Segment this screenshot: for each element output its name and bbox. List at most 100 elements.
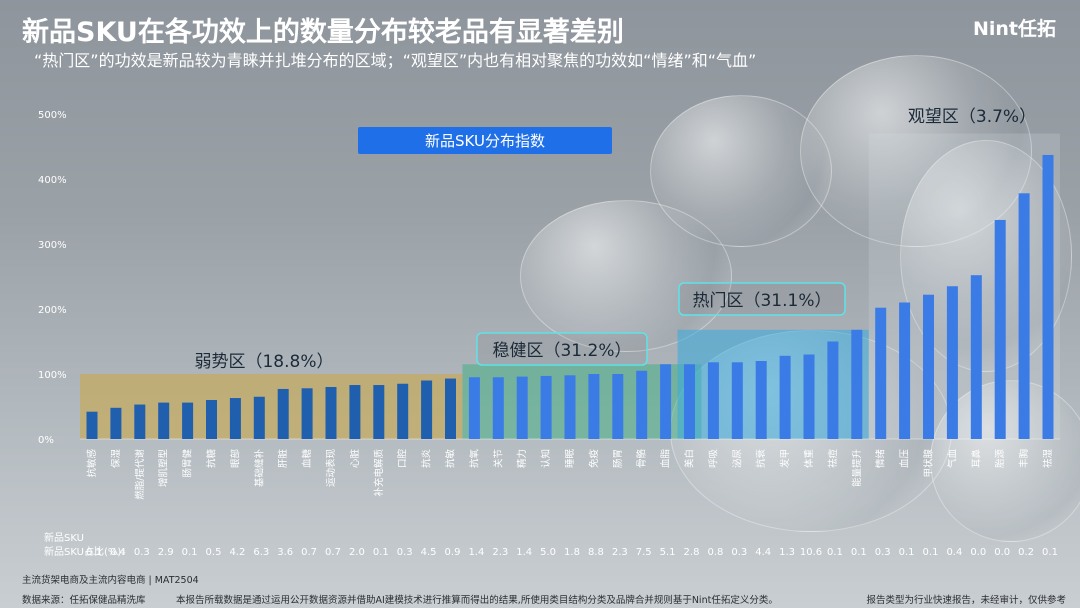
bar (875, 307, 887, 439)
x-tick-label: 抗炎 (421, 449, 433, 469)
share-heading: 新品SKU占比(%): (44, 545, 125, 558)
bar (851, 329, 863, 439)
bar (206, 400, 217, 439)
page-subtitle: “热门区”的功效是新品较为青睐并扎堆分布的区域；“观望区”内也有相对聚焦的功效如… (34, 51, 757, 70)
bar (492, 377, 504, 439)
share-label: 0.1 (182, 547, 198, 558)
x-tick-label: 认知 (540, 449, 552, 468)
y-tick-label: 200% (38, 305, 67, 316)
bar (421, 380, 433, 439)
x-tick-label: 眼部 (229, 449, 241, 468)
bar (325, 387, 337, 439)
bar (899, 302, 911, 439)
x-tick-label: 体重 (803, 449, 815, 469)
share-label: 4.5 (421, 547, 437, 558)
x-tick-label: 补充电解质 (373, 449, 385, 497)
x-tick-label: 关节 (492, 449, 504, 468)
share-heading: 新品SKU (44, 531, 84, 544)
x-tick-label: 气血 (946, 449, 958, 469)
share-label: 0.3 (134, 547, 150, 558)
share-label: 2.8 (684, 547, 700, 558)
bar (803, 354, 815, 439)
share-label: 0.1 (373, 547, 389, 558)
x-tick-label: 口腔 (397, 449, 409, 469)
share-label: 2.3 (492, 547, 508, 558)
x-tick-label: 抗氧 (468, 449, 480, 469)
bar (684, 364, 695, 439)
share-label: 0.1 (851, 547, 867, 558)
y-tick-label: 400% (38, 175, 67, 186)
x-tick-label: 泌尿 (731, 449, 743, 469)
bar (158, 402, 170, 439)
bar (588, 374, 600, 439)
bar (540, 375, 552, 439)
bar (134, 404, 146, 439)
x-tick-label: 增肌塑型 (158, 449, 170, 488)
bar (253, 396, 265, 439)
bar (468, 377, 480, 439)
x-tick-label: 肝脏 (277, 449, 289, 469)
bar (516, 376, 528, 439)
bar (564, 375, 576, 439)
bar (445, 378, 456, 439)
x-tick-label: 发甲 (779, 449, 791, 468)
share-label: 0.2 (1018, 547, 1034, 558)
x-tick-label: 血脂 (660, 449, 672, 469)
brand-logo: Nint任拓 (972, 18, 1056, 40)
x-tick-label: 能量提升 (851, 449, 863, 488)
share-label: 0.5 (206, 547, 222, 558)
share-label: 8.8 (588, 547, 604, 558)
share-label: 0.4 (110, 547, 126, 558)
share-label: 0.1 (827, 547, 843, 558)
x-tick-label: 抗衰 (755, 449, 767, 469)
share-label: 0.1 (86, 547, 102, 558)
x-tick-label: 甲状腺 (923, 449, 935, 478)
x-tick-label: 肠胃 (613, 449, 624, 468)
footer-source: 数据来源：任拓保健品精洗库 (22, 595, 146, 606)
bar (970, 275, 982, 439)
x-tick-label: 运动表现 (325, 449, 337, 488)
bar (86, 411, 98, 439)
share-label: 4.4 (755, 547, 771, 558)
share-label: 2.3 (612, 547, 628, 558)
legend-label: 新品SKU分布指数 (425, 132, 545, 150)
bar (994, 219, 1006, 439)
bar (229, 398, 241, 439)
share-label: 0.3 (397, 547, 413, 558)
zone-label-weak: 弱势区（18.8%） (194, 352, 333, 372)
share-label: 0.1 (899, 547, 915, 558)
bar (182, 402, 194, 439)
bar (946, 286, 958, 439)
legend-box (358, 127, 612, 154)
bar (755, 361, 767, 439)
share-label: 1.3 (779, 547, 795, 558)
x-tick-label: 精力 (516, 449, 528, 468)
share-label: 0.0 (994, 547, 1010, 558)
zone-label-watch: 观望区（3.7%） (908, 107, 1036, 127)
x-tick-label: 肠胃健 (182, 449, 194, 478)
bar (827, 341, 839, 439)
x-tick-label: 抗敏感 (86, 449, 98, 478)
share-label: 0.3 (731, 547, 747, 558)
bar (397, 383, 409, 439)
y-tick-label: 0% (38, 435, 54, 446)
share-label: 5.1 (660, 547, 676, 558)
zone-label-box (476, 332, 648, 366)
share-label: 0.9 (445, 547, 461, 558)
footer-note: 主流货架电商及主流内容电商 | MAT2504 (22, 575, 199, 586)
share-label: 10.6 (800, 547, 822, 558)
share-label: 7.5 (636, 547, 652, 558)
bar (1018, 193, 1030, 439)
bar (612, 374, 624, 439)
bar (110, 407, 122, 439)
x-tick-label: 骨骼 (636, 449, 648, 469)
footer-report-type: 报告类型为行业快速报告，未经审计，仅供参考 (866, 595, 1066, 606)
share-label: 0.7 (325, 547, 341, 558)
bar (1042, 154, 1054, 439)
x-tick-label: 抗敏 (445, 449, 457, 469)
bar (779, 355, 791, 439)
x-tick-label: 祛湿 (1042, 449, 1054, 469)
x-tick-label: 基础缝补 (253, 449, 265, 488)
x-tick-label: 情绪 (875, 449, 887, 469)
